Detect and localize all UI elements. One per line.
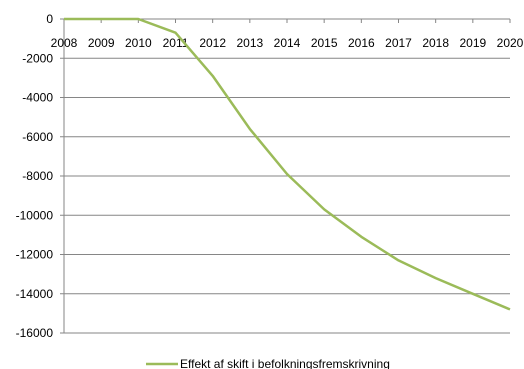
y-tick-label: -2000 (22, 51, 53, 65)
x-tick-label: 2010 (125, 36, 152, 50)
x-tick-label: 2019 (459, 36, 486, 50)
x-tick-label: 2020 (497, 36, 524, 50)
gridlines (64, 57, 510, 334)
series-line (64, 17, 511, 311)
x-tick-label: 2009 (88, 36, 115, 50)
y-tick-label: -14000 (16, 287, 54, 301)
x-tick-label: 2018 (422, 36, 449, 50)
x-tick-label: 2017 (385, 36, 412, 50)
y-tick-label: -6000 (22, 130, 53, 144)
y-tick-label: -4000 (22, 91, 53, 105)
y-tick-label: -12000 (16, 248, 54, 262)
x-tick-label: 2013 (236, 36, 263, 50)
y-tick-label: -8000 (22, 169, 53, 183)
y-tick-label: 0 (46, 12, 53, 26)
y-tick-label: -16000 (16, 326, 54, 340)
legend-label: Effekt af skift i befolkningsfremskrivni… (180, 357, 390, 369)
y-tick-label: -10000 (16, 208, 54, 222)
x-tick-label: 2008 (51, 36, 78, 50)
y-axis: 0 -2000 -4000 -6000 -8000 -10000 -12000 -14000 -… (16, 12, 65, 340)
x-tick-label: 2016 (348, 36, 375, 50)
series-layer (63, 17, 511, 311)
x-axis: 2008 2009 2010 2011 2012 2013 2014 2015 2016 2017… (51, 18, 524, 50)
legend: Effekt af skift i befolkningsfremskrivni… (146, 357, 390, 369)
x-tick-label: 2012 (199, 36, 226, 50)
x-tick-label: 2014 (274, 36, 301, 50)
x-tick-label: 2015 (311, 36, 338, 50)
